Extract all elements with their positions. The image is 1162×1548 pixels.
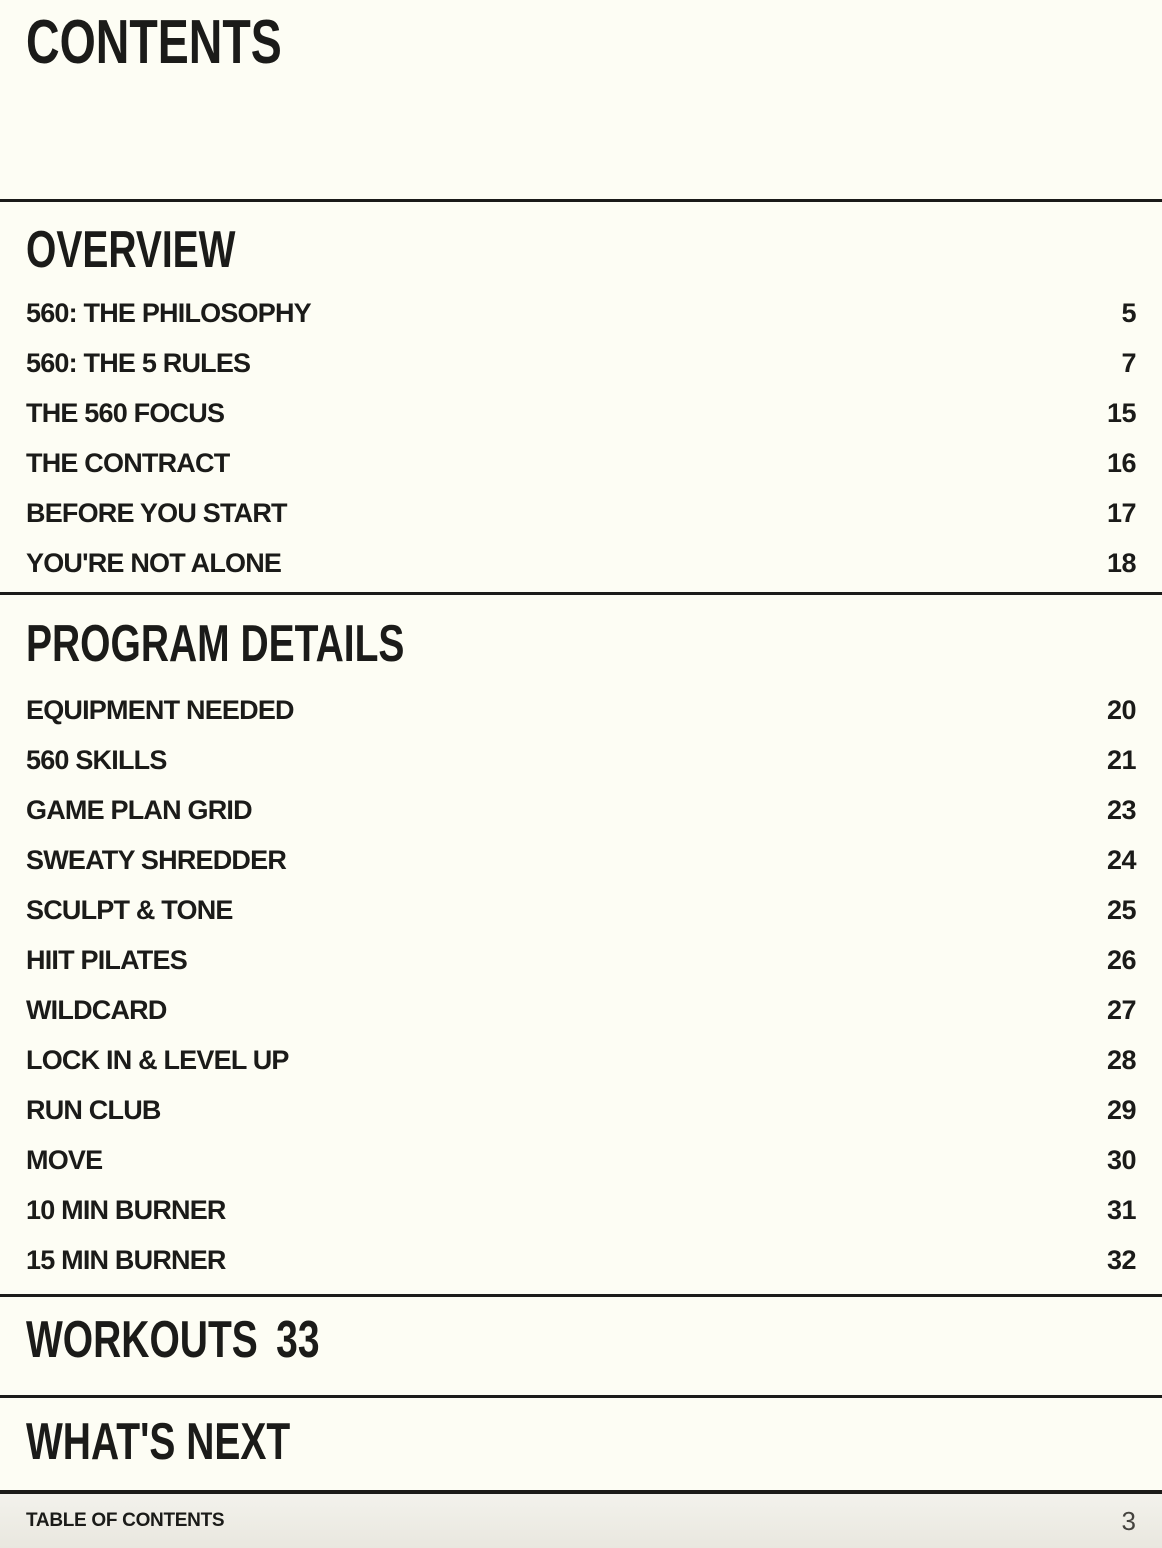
divider <box>0 592 1162 595</box>
section-program-details: PROGRAM DETAILS EQUIPMENT NEEDED 20 560 SK… <box>0 618 1162 1285</box>
toc-row[interactable]: THE 560 FOCUS 15 <box>26 388 1137 438</box>
toc-entry-page-number: 20 <box>1106 694 1137 725</box>
toc-rows-program-details: EQUIPMENT NEEDED 20 560 SKILLS 21 GAME PLAN … <box>0 685 1162 1285</box>
toc-entry-label: YOU'RE NOT ALONE <box>26 547 282 578</box>
toc-row[interactable]: SWEATY SHREDDER 24 <box>26 835 1137 885</box>
toc-row[interactable]: LOCK IN & LEVEL UP 28 <box>26 1035 1137 1085</box>
toc-row[interactable]: WILDCARD 27 <box>26 985 1137 1035</box>
section-title-workouts: WORKOUTS 33 <box>26 1314 878 1366</box>
footer-label: TABLE OF CONTENTS <box>26 1510 225 1531</box>
toc-row[interactable]: 560 SKILLS 21 <box>26 735 1137 785</box>
toc-entry-label: RUN CLUB <box>26 1094 161 1125</box>
toc-row[interactable]: YOU'RE NOT ALONE 18 <box>26 538 1137 588</box>
toc-row[interactable]: 560: THE PHILOSOPHY 5 <box>26 288 1136 338</box>
toc-row[interactable]: 15 MIN BURNER 32 <box>26 1235 1137 1285</box>
toc-entry-page-number: 26 <box>1106 944 1137 975</box>
toc-entry-label: HIIT PILATES <box>26 944 188 975</box>
toc-entry-page-number: 24 <box>1106 844 1137 875</box>
workouts-title-text: WORKOUTS <box>26 1311 258 1369</box>
divider <box>0 1395 1162 1398</box>
toc-row[interactable]: EQUIPMENT NEEDED 20 <box>26 685 1137 735</box>
toc-entry-label: 560 SKILLS <box>26 744 167 775</box>
toc-entry-page-number: 29 <box>1106 1094 1137 1125</box>
section-title-whats-next: WHAT'S NEXT <box>26 1413 291 1471</box>
toc-entry-page-number: 18 <box>1106 547 1137 578</box>
toc-entry-page-number: 30 <box>1106 1144 1137 1175</box>
toc-row[interactable]: MOVE 30 <box>26 1135 1137 1185</box>
toc-entry-label: THE 560 FOCUS <box>26 397 225 428</box>
footer-page-number: 3 <box>1121 1505 1136 1536</box>
toc-entry-page-number: 21 <box>1106 744 1137 775</box>
divider <box>0 1294 1162 1297</box>
toc-row[interactable]: SCULPT & TONE 25 <box>26 885 1137 935</box>
toc-entry-label: WILDCARD <box>26 994 167 1025</box>
toc-entry-label: 560: THE PHILOSOPHY <box>26 297 312 328</box>
toc-entry-label: EQUIPMENT NEEDED <box>26 694 295 725</box>
toc-rows-overview: 560: THE PHILOSOPHY 5 560: THE 5 RULES 7 THE… <box>0 288 1162 588</box>
toc-entry-page-number: 28 <box>1106 1044 1137 1075</box>
toc-entry-page-number: 23 <box>1106 794 1137 825</box>
workouts-page-number: 33 <box>276 1311 320 1369</box>
toc-entry-label: GAME PLAN GRID <box>26 794 253 825</box>
toc-entry-label: SCULPT & TONE <box>26 894 233 925</box>
toc-row[interactable]: THE CONTRACT 16 <box>26 438 1137 488</box>
toc-entry-page-number: 15 <box>1106 397 1137 428</box>
toc-entry-page-number: 27 <box>1106 994 1137 1025</box>
toc-entry-page-number: 17 <box>1106 497 1137 528</box>
toc-row[interactable]: 10 MIN BURNER 31 <box>26 1185 1137 1235</box>
page-title: CONTENTS <box>26 8 282 77</box>
section-overview: OVERVIEW 560: THE PHILOSOPHY 5 560: THE 5 … <box>0 224 1162 588</box>
toc-entry-page-number: 32 <box>1106 1244 1137 1275</box>
toc-row[interactable]: HIIT PILATES 26 <box>26 935 1137 985</box>
toc-row[interactable]: GAME PLAN GRID 23 <box>26 785 1137 835</box>
toc-row[interactable]: BEFORE YOU START 17 <box>26 488 1137 538</box>
page-footer: TABLE OF CONTENTS 3 <box>0 1490 1162 1548</box>
divider <box>0 199 1162 202</box>
toc-row[interactable]: 560: THE 5 RULES 7 <box>26 338 1136 388</box>
toc-entry-page-number: 5 <box>1121 297 1136 328</box>
section-title-overview: OVERVIEW <box>26 221 236 279</box>
toc-entry-page-number: 25 <box>1106 894 1137 925</box>
section-title-program-details: PROGRAM DETAILS <box>26 615 405 673</box>
toc-entry-label: BEFORE YOU START <box>26 497 288 528</box>
toc-entry-label: 15 MIN BURNER <box>26 1244 226 1275</box>
toc-entry-label: SWEATY SHREDDER <box>26 844 287 875</box>
toc-entry-label: MOVE <box>26 1144 103 1175</box>
toc-entry-page-number: 31 <box>1106 1194 1137 1225</box>
toc-entry-page-number: 16 <box>1106 447 1137 478</box>
toc-entry-label: LOCK IN & LEVEL UP <box>26 1044 289 1075</box>
section-whats-next: WHAT'S NEXT <box>0 1416 1162 1468</box>
toc-entry-page-number: 7 <box>1121 347 1136 378</box>
toc-entry-label: THE CONTRACT <box>26 447 230 478</box>
toc-row[interactable]: RUN CLUB 29 <box>26 1085 1137 1135</box>
toc-entry-label: 10 MIN BURNER <box>26 1194 226 1225</box>
toc-entry-label: 560: THE 5 RULES <box>26 347 251 378</box>
section-workouts: WORKOUTS 33 <box>0 1314 1162 1366</box>
